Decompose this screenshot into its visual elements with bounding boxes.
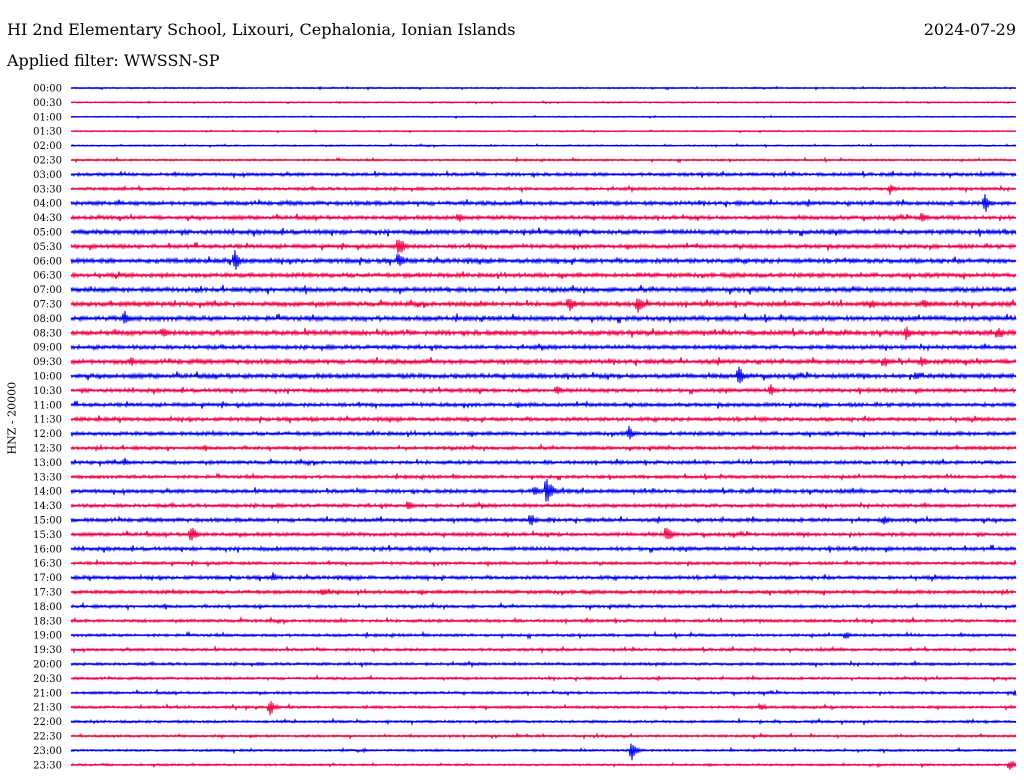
row-time-label: 17:30: [33, 588, 62, 599]
row-time-label: 21:30: [33, 703, 62, 714]
row-time-label: 18:30: [33, 616, 62, 627]
row-time-label: 18:00: [33, 602, 62, 613]
row-time-label: 03:30: [33, 184, 62, 195]
row-time-label: 14:00: [33, 487, 62, 498]
row-time-label: 16:30: [33, 559, 62, 570]
trace-0600: [70, 250, 1017, 270]
row-time-label: 06:00: [33, 256, 62, 267]
trace-0730: [70, 298, 1017, 313]
row-time-label: 20:30: [33, 674, 62, 685]
trace-1400: [70, 478, 1017, 502]
row-time-label: 19:30: [33, 645, 62, 656]
row-time-label: 05:00: [33, 228, 62, 239]
station-title: HI 2nd Elementary School, Lixouri, Cepha…: [7, 20, 516, 39]
row-time-label: 14:30: [33, 501, 62, 512]
row-time-label: 20:00: [33, 660, 62, 671]
row-time-label: 03:00: [33, 170, 62, 181]
row-time-label: 10:00: [33, 372, 62, 383]
row-time-label: 15:30: [33, 530, 62, 541]
row-time-label: 10:30: [33, 386, 62, 397]
date-label: 2024-07-29: [923, 20, 1016, 39]
row-time-label: 01:00: [33, 112, 62, 123]
row-time-label: 06:30: [33, 271, 62, 282]
trace-2130: [70, 701, 1017, 716]
trace-1030: [70, 384, 1017, 396]
row-time-label: 13:30: [33, 472, 62, 483]
row-time-label: 09:00: [33, 343, 62, 354]
row-time-label: 08:30: [33, 328, 62, 339]
row-time-label: 12:00: [33, 429, 62, 440]
row-time-label: 23:00: [33, 746, 62, 757]
trace-0330: [70, 184, 1017, 195]
row-time-label: 05:30: [33, 242, 62, 253]
row-time-label: 02:00: [33, 141, 62, 152]
row-time-label: 13:00: [33, 458, 62, 469]
row-time-label: 01:30: [33, 127, 62, 138]
row-time-label: 02:30: [33, 156, 62, 167]
row-time-label: 17:00: [33, 573, 62, 584]
row-time-label: 22:30: [33, 732, 62, 743]
row-time-label: 15:00: [33, 516, 62, 527]
row-time-label: 11:00: [33, 400, 62, 411]
row-time-label: 23:30: [33, 760, 62, 771]
row-time-label: 11:30: [33, 415, 62, 426]
row-time-label: 04:30: [33, 213, 62, 224]
row-time-label: 19:00: [33, 631, 62, 642]
row-time-label: 08:00: [33, 314, 62, 325]
row-time-label: 12:30: [33, 444, 62, 455]
trace-0830: [70, 326, 1017, 341]
row-time-label: 21:00: [33, 688, 62, 699]
trace-1000: [70, 366, 1017, 384]
row-time-label: 07:00: [33, 285, 62, 296]
trace-1700: [70, 572, 1017, 583]
row-time-label: 07:30: [33, 300, 62, 311]
trace-0800: [70, 311, 1017, 324]
filter-label: Applied filter: WWSSN-SP: [7, 51, 220, 70]
row-time-label: 00:30: [33, 98, 62, 109]
row-time-label: 09:30: [33, 357, 62, 368]
row-time-label: 16:00: [33, 544, 62, 555]
trace-1200: [70, 425, 1017, 440]
trace-2300: [70, 743, 1017, 761]
row-time-label: 00:00: [33, 84, 62, 95]
row-time-label: 04:00: [33, 199, 62, 210]
trace-2330: [70, 761, 1017, 770]
row-time-label: 22:00: [33, 717, 62, 728]
